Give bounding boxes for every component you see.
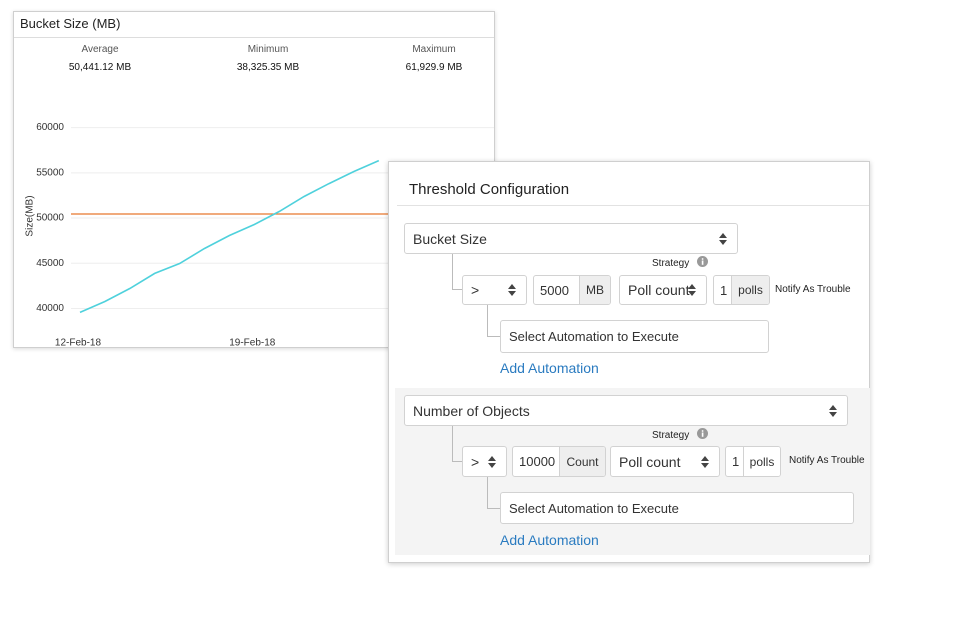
action-label: Notify As Trouble [789, 455, 865, 466]
y-tick-label: 55000 [36, 167, 64, 178]
y-tick-label: 40000 [36, 303, 64, 314]
value-input[interactable]: 10000 Count [512, 446, 606, 477]
add-automation[interactable]: Add Automation [500, 360, 599, 376]
stat-value: 50,441.12 MB [68, 62, 132, 73]
polls-text: 1 [732, 454, 740, 469]
polls-input[interactable]: 1 polls [713, 275, 770, 305]
stat-label: Average [81, 44, 119, 55]
x-tick-label: 12-Feb-18 [55, 338, 102, 347]
value-text: 10000 [519, 454, 556, 469]
tree-line [452, 254, 463, 290]
stat: Maximum 61,929.9 MB [364, 44, 504, 73]
y-tick-label: 50000 [36, 213, 64, 224]
automation-select[interactable]: Select Automation to Execute [500, 320, 769, 353]
strategy-select[interactable]: Poll count [619, 275, 707, 305]
stat: Minimum 38,325.35 MB [198, 44, 338, 73]
info-icon[interactable] [697, 428, 708, 439]
polls-text: 1 [720, 282, 728, 298]
data-line [79, 159, 380, 314]
unit-addon: MB [579, 276, 610, 304]
tree-line [487, 305, 501, 337]
y-tick-label: 60000 [36, 122, 64, 133]
action-label: Notify As Trouble [775, 284, 851, 295]
metric-select[interactable]: Number of Objects [404, 395, 848, 426]
stat-value: 61,929.9 MB [405, 62, 463, 73]
x-tick-label: 19-Feb-18 [229, 338, 276, 347]
tree-line [452, 426, 463, 462]
strategy-label: Strategy [652, 430, 690, 441]
polls-addon: polls [731, 276, 769, 304]
panel-title: Threshold Configuration [409, 181, 570, 198]
stat-label: Maximum [412, 44, 456, 55]
automation-select[interactable]: Select Automation to Execute [500, 492, 854, 524]
card-title: Bucket Size (MB) [14, 12, 494, 38]
polls-addon: polls [743, 447, 780, 476]
tree-line [487, 477, 501, 509]
metric-select[interactable]: Bucket Size [404, 223, 738, 254]
y-axis-label: Size(MB) [25, 195, 36, 236]
value-input[interactable]: 5000 MB [533, 275, 611, 305]
unit-addon: Count [559, 447, 605, 476]
strategy-select[interactable]: Poll count [610, 446, 720, 477]
add-automation[interactable]: Add Automation [500, 532, 599, 548]
operator-select[interactable]: > [462, 275, 527, 305]
stat-value: 38,325.35 MB [236, 62, 300, 73]
stat-label: Minimum [247, 44, 289, 55]
divider [397, 205, 869, 206]
operator-select[interactable]: > [462, 446, 507, 477]
info-icon[interactable] [697, 256, 708, 267]
value-text: 5000 [540, 282, 569, 298]
strategy-label: Strategy [652, 258, 690, 269]
y-tick-label: 45000 [36, 258, 64, 269]
stat: Average 50,441.12 MB [30, 44, 170, 73]
polls-input[interactable]: 1 polls [725, 446, 781, 477]
